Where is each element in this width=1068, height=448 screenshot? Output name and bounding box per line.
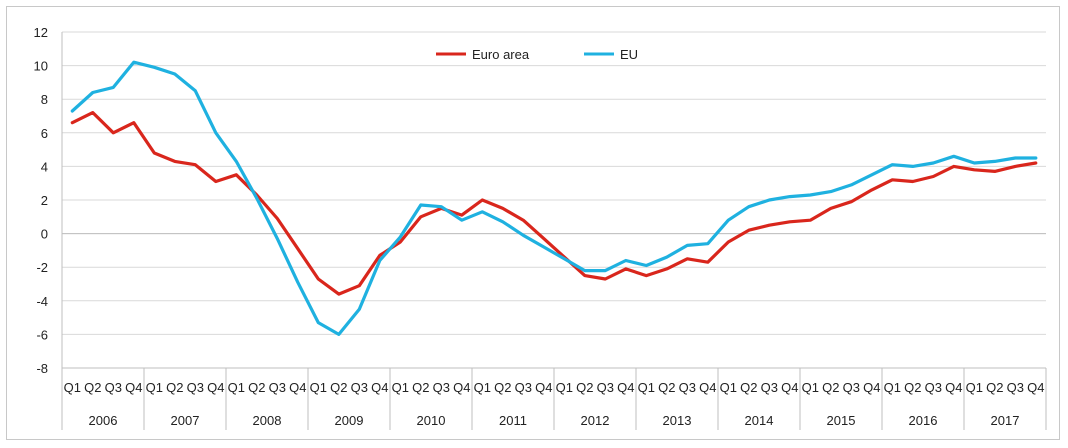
x-tick-label-quarter: Q3 (925, 380, 942, 395)
x-tick-label-quarter: Q1 (64, 380, 81, 395)
x-tick-label-quarter: Q4 (699, 380, 716, 395)
y-tick-label: 12 (34, 25, 48, 40)
x-tick-label-quarter: Q2 (822, 380, 839, 395)
x-tick-label-quarter: Q1 (228, 380, 245, 395)
x-tick-label-quarter: Q3 (433, 380, 450, 395)
x-tick-label-quarter: Q1 (884, 380, 901, 395)
x-tick-label-quarter: Q1 (720, 380, 737, 395)
x-tick-label-year: 2014 (745, 413, 774, 428)
x-tick-label-quarter: Q3 (515, 380, 532, 395)
x-tick-label-year: 2008 (253, 413, 282, 428)
x-tick-label-quarter: Q4 (535, 380, 552, 395)
x-tick-label-year: 2011 (499, 413, 527, 428)
x-tick-label-quarter: Q2 (412, 380, 429, 395)
x-tick-label-year: 2006 (89, 413, 118, 428)
x-tick-label-quarter: Q2 (84, 380, 101, 395)
x-tick-label-quarter: Q4 (945, 380, 962, 395)
legend: Euro area EU (436, 47, 638, 62)
grid-lines (62, 31, 1046, 369)
x-tick-label-quarter: Q3 (761, 380, 778, 395)
y-tick-label: 8 (41, 92, 48, 107)
x-tick-label-quarter: Q4 (207, 380, 224, 395)
x-tick-label-quarter: Q3 (105, 380, 122, 395)
x-tick-label-quarter: Q1 (802, 380, 819, 395)
x-tick-label-quarter: Q1 (556, 380, 573, 395)
x-tick-label-year: 2016 (909, 413, 938, 428)
x-tick-label-year: 2007 (171, 413, 200, 428)
x-tick-label-quarter: Q3 (351, 380, 368, 395)
x-tick-label-quarter: Q2 (904, 380, 921, 395)
x-tick-label-quarter: Q2 (576, 380, 593, 395)
x-tick-label-quarter: Q2 (740, 380, 757, 395)
x-tick-label-quarter: Q1 (392, 380, 409, 395)
x-tick-label-quarter: Q4 (371, 380, 388, 395)
legend-eu-label: EU (620, 47, 638, 62)
x-tick-label-quarter: Q3 (269, 380, 286, 395)
x-tick-label-year: 2010 (417, 413, 446, 428)
x-tick-label-quarter: Q3 (1007, 380, 1024, 395)
y-tick-label: -4 (36, 294, 48, 309)
x-tick-label-year: 2017 (991, 413, 1020, 428)
x-tick-label-quarter: Q3 (597, 380, 614, 395)
series-line-eu (70, 60, 1038, 336)
x-tick-label-quarter: Q4 (617, 380, 634, 395)
x-tick-label-quarter: Q1 (966, 380, 983, 395)
x-tick-label-quarter: Q4 (863, 380, 880, 395)
y-tick-label: 6 (41, 126, 48, 141)
x-tick-label-quarter: Q1 (146, 380, 163, 395)
x-tick-label-quarter: Q1 (310, 380, 327, 395)
x-tick-label-quarter: Q4 (125, 380, 142, 395)
x-tick-label-year: 2015 (827, 413, 856, 428)
y-tick-label: -6 (36, 327, 48, 342)
x-tick-label-year: 2009 (335, 413, 364, 428)
y-tick-label: -8 (36, 361, 48, 376)
x-axis: Q1 Q2 Q3 Q4 Q1 Q2 Q3 Q4 Q1 Q2 Q3 Q4 Q1 Q2 Q3 Q4 Q1 Q2 Q3 Q4… (61, 233, 1047, 430)
x-tick-label-year: 2012 (581, 413, 610, 428)
x-tick-label-quarter: Q2 (248, 380, 265, 395)
y-tick-label: -2 (36, 260, 48, 275)
series-lines (70, 60, 1038, 336)
x-tick-label-quarter: Q2 (494, 380, 511, 395)
chart-frame (6, 6, 1060, 440)
x-tick-label-quarter: Q2 (166, 380, 183, 395)
x-tick-label-quarter: Q1 (474, 380, 491, 395)
x-tick-label-year: 2013 (663, 413, 692, 428)
x-tick-label-quarter: Q3 (679, 380, 696, 395)
series-line-euro-area (70, 110, 1038, 296)
y-tick-label: 10 (34, 59, 48, 74)
y-tick-label: 4 (41, 159, 48, 174)
x-tick-label-quarter: Q1 (638, 380, 655, 395)
y-tick-label: 2 (41, 193, 48, 208)
x-tick-label-quarter: Q2 (658, 380, 675, 395)
x-tick-label-quarter: Q2 (330, 380, 347, 395)
y-tick-label: 0 (41, 227, 48, 242)
x-tick-label-quarter: Q2 (986, 380, 1003, 395)
x-tick-label-quarter: Q3 (843, 380, 860, 395)
x-tick-label-quarter: Q3 (187, 380, 204, 395)
y-axis: -8 -6 -4 -2 0 2 4 6 8 10 12 (34, 25, 63, 430)
legend-euro-area-label: Euro area (472, 47, 530, 62)
x-tick-label-quarter: Q4 (453, 380, 470, 395)
x-tick-label-quarter: Q4 (289, 380, 306, 395)
x-tick-label-quarter: Q4 (781, 380, 798, 395)
x-tick-label-quarter: Q4 (1027, 380, 1044, 395)
